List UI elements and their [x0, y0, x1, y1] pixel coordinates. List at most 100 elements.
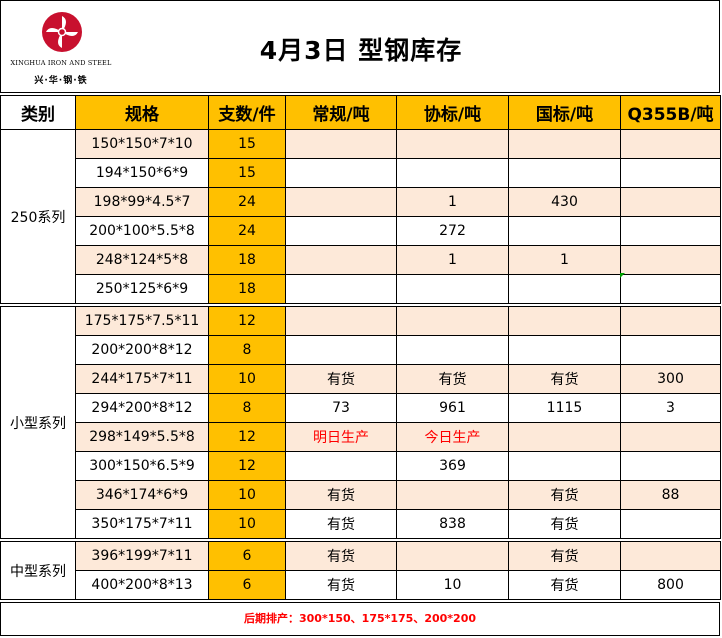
assoc-cell: 369	[396, 451, 509, 481]
header-category: 类别	[0, 95, 76, 130]
q355b-cell	[620, 158, 721, 188]
count-cell: 8	[208, 335, 286, 365]
assoc-cell: 272	[396, 216, 509, 246]
q355b-cell	[620, 509, 721, 539]
regular-cell	[285, 187, 397, 217]
national-cell	[508, 451, 621, 481]
header-count: 支数/件	[208, 95, 286, 130]
regular-cell: 有货	[285, 480, 397, 510]
table-row: 248*124*5*8 18 1 1	[1, 245, 721, 275]
header-q355b: Q355B/吨	[620, 95, 721, 130]
national-cell: 有货	[508, 509, 621, 539]
regular-cell	[285, 129, 397, 159]
count-cell: 15	[208, 129, 286, 159]
q355b-cell	[620, 541, 721, 571]
company-logo: XINGHUA IRON AND STEEL 兴·华·钢·铁	[5, 5, 117, 91]
q355b-cell: 88	[620, 480, 721, 510]
table-row: 中型系列 396*199*7*11 6 有货 有货	[0, 541, 721, 600]
assoc-cell	[396, 541, 509, 571]
table-row: 294*200*8*12 8 73 961 1115 3	[1, 393, 721, 423]
q355b-cell: 300	[620, 364, 721, 394]
regular-cell: 有货	[285, 570, 397, 600]
national-cell: 1115	[508, 393, 621, 423]
count-cell: 6	[208, 570, 286, 600]
regular-cell	[285, 335, 397, 365]
category-cell: 小型系列	[0, 306, 76, 539]
sheet-header: XINGHUA IRON AND STEEL 兴·华·钢·铁 4月3日 型钢库存	[0, 0, 720, 93]
national-cell	[508, 216, 621, 246]
page-title: 4月3日 型钢库存	[259, 36, 463, 65]
table-row: 346*174*6*9 10 有货 有货 88	[1, 480, 721, 510]
table-row: 194*150*6*9 15	[1, 158, 721, 188]
table-row: 198*99*4.5*7 24 1 430	[1, 187, 721, 217]
logo-english-text: XINGHUA IRON AND STEEL	[10, 59, 112, 67]
national-cell: 430	[508, 187, 621, 217]
assoc-cell: 今日生产	[396, 422, 509, 452]
table-header-row: 类别 规格 支数/件 常规/吨 协标/吨 国标/吨 Q355B/吨	[0, 95, 721, 130]
assoc-cell: 1	[396, 245, 509, 275]
logo-chinese-text: 兴·华·钢·铁	[34, 76, 88, 86]
national-cell: 1	[508, 245, 621, 275]
q355b-cell	[620, 245, 721, 275]
table-row: 250系列 150*150*7*10 15	[0, 129, 721, 304]
regular-cell	[285, 274, 397, 304]
spec-cell: 175*175*7.5*11	[75, 306, 209, 336]
spec-cell: 200*200*8*12	[75, 335, 209, 365]
header-national: 国标/吨	[508, 95, 621, 130]
assoc-cell: 有货	[396, 364, 509, 394]
table-row: 400*200*8*13 6 有货 10 有货 800	[1, 570, 721, 600]
header-spec: 规格	[75, 95, 209, 130]
regular-cell: 有货	[285, 364, 397, 394]
table-row: 300*150*6.5*9 12 369	[1, 451, 721, 481]
national-cell	[508, 306, 621, 336]
regular-cell: 73	[285, 393, 397, 423]
assoc-cell	[396, 129, 509, 159]
count-cell: 10	[208, 480, 286, 510]
assoc-cell	[396, 274, 509, 304]
inventory-table: 类别 规格 支数/件 常规/吨 协标/吨 国标/吨 Q355B/吨 250系列 1…	[0, 95, 721, 600]
q355b-cell	[620, 335, 721, 365]
assoc-cell: 10	[396, 570, 509, 600]
national-cell: 有货	[508, 480, 621, 510]
q355b-cell	[620, 451, 721, 481]
spec-cell: 250*125*6*9	[75, 274, 209, 304]
q355b-cell	[620, 306, 721, 336]
count-cell: 12	[208, 451, 286, 481]
regular-cell	[285, 216, 397, 246]
cell-comment-marker	[620, 273, 625, 278]
spec-cell: 300*150*6.5*9	[75, 451, 209, 481]
table-row: 350*175*7*11 10 有货 838 有货	[1, 509, 721, 539]
regular-cell	[285, 158, 397, 188]
spec-cell: 248*124*5*8	[75, 245, 209, 275]
count-cell: 12	[208, 306, 286, 336]
header-assoc: 协标/吨	[396, 95, 509, 130]
national-cell	[508, 422, 621, 452]
spec-cell: 400*200*8*13	[75, 570, 209, 600]
assoc-cell: 1	[396, 187, 509, 217]
spec-cell: 244*175*7*11	[75, 364, 209, 394]
table-row: 250*125*6*9 18	[1, 274, 721, 304]
q355b-cell: 3	[620, 393, 721, 423]
regular-cell	[285, 451, 397, 481]
table-row: 298*149*5.5*8 12 明日生产 今日生产	[1, 422, 721, 452]
national-cell: 有货	[508, 364, 621, 394]
table-row: 244*175*7*11 10 有货 有货 有货 300	[1, 364, 721, 394]
count-cell: 24	[208, 187, 286, 217]
count-cell: 18	[208, 245, 286, 275]
count-cell: 10	[208, 364, 286, 394]
q355b-cell	[620, 274, 721, 304]
count-cell: 15	[208, 158, 286, 188]
national-cell: 有货	[508, 570, 621, 600]
pinwheel-logo-icon	[42, 12, 82, 52]
q355b-cell	[620, 422, 721, 452]
header-regular: 常规/吨	[285, 95, 397, 130]
assoc-cell	[396, 158, 509, 188]
count-cell: 8	[208, 393, 286, 423]
regular-cell: 明日生产	[285, 422, 397, 452]
spec-cell: 200*100*5.5*8	[75, 216, 209, 246]
assoc-cell: 838	[396, 509, 509, 539]
spec-cell: 194*150*6*9	[75, 158, 209, 188]
spec-cell: 396*199*7*11	[75, 541, 209, 571]
table-row: 200*200*8*12 8	[1, 335, 721, 365]
